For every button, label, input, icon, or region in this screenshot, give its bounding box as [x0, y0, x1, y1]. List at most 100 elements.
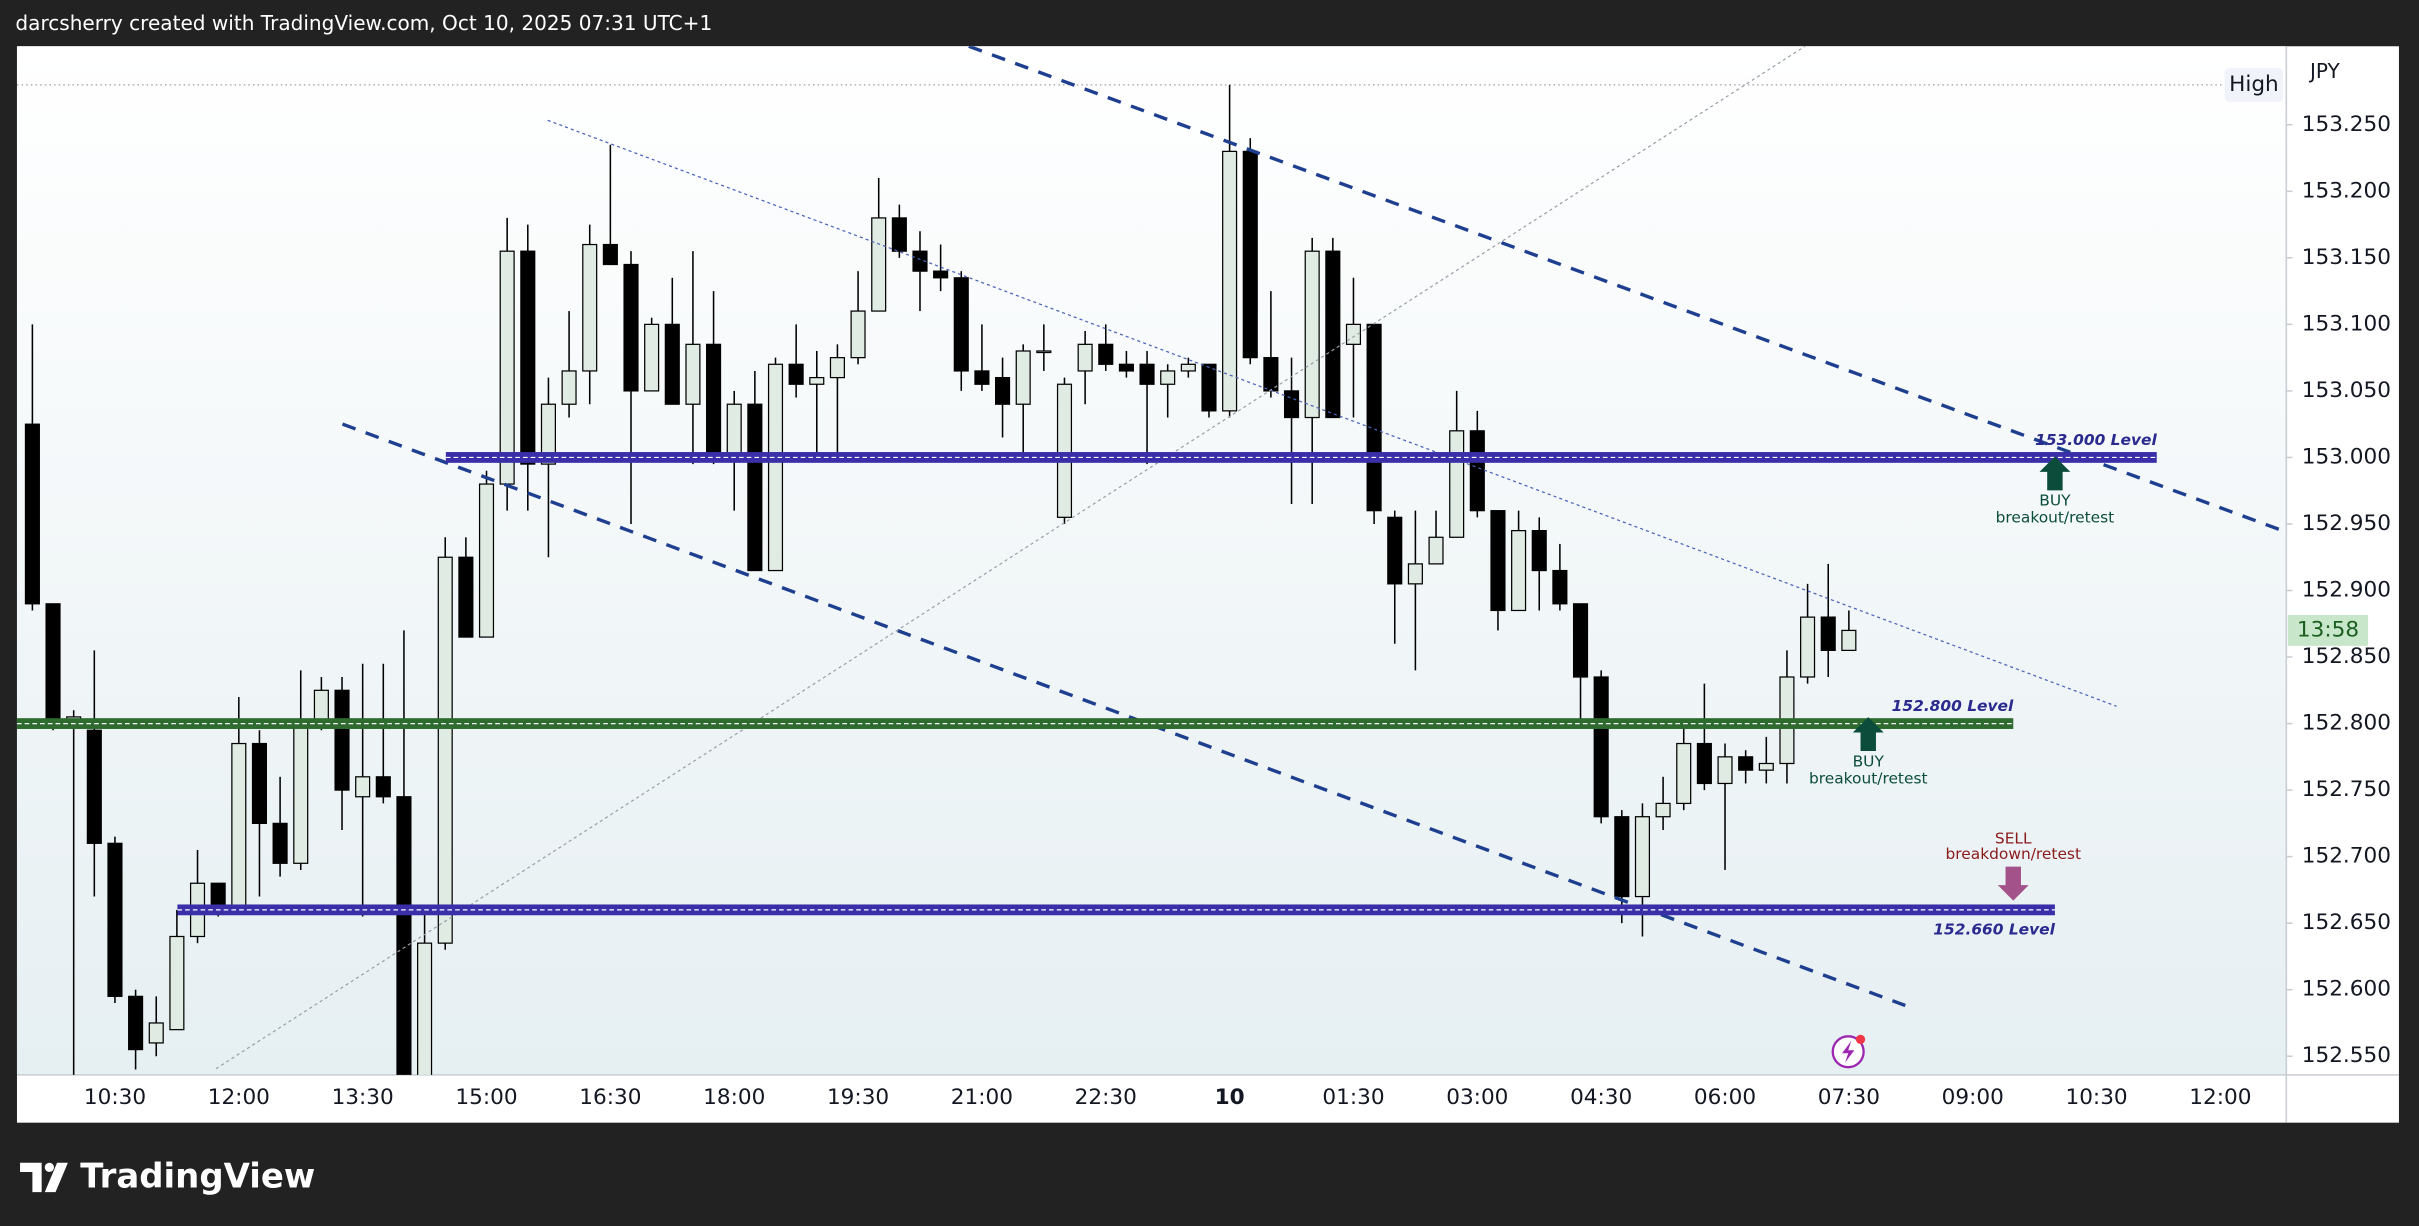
candle-body [1696, 742, 1712, 785]
annotation-title: BUY [1853, 752, 1885, 770]
candle-body [1180, 363, 1196, 372]
candle-body [334, 689, 350, 791]
x-tick-label: 15:00 [455, 1085, 517, 1110]
candle-body [86, 729, 102, 844]
annotation-text: breakdown/retest [1946, 845, 2081, 863]
candle-body [417, 942, 433, 1075]
logo: TradingView [20, 1158, 315, 1197]
annotation-title: SELL [1995, 829, 2032, 847]
level-band [445, 452, 2157, 463]
y-tick-label: 152.850 [2302, 644, 2391, 669]
candle-body [540, 403, 556, 465]
y-tick-label: 153.250 [2302, 112, 2391, 137]
currency: JPY [2308, 59, 2341, 83]
candle-body [1304, 250, 1320, 419]
candle-body [1614, 816, 1630, 898]
candle-body [953, 277, 969, 372]
candle-body [458, 556, 474, 638]
candle-body [1820, 616, 1836, 652]
candle-body [1552, 569, 1568, 605]
candle-body [912, 250, 928, 272]
candle-body [1676, 742, 1692, 805]
candle-body [664, 323, 680, 405]
x-tick-label: 10:30 [84, 1085, 146, 1110]
candle-body [499, 250, 515, 485]
candle-body [1036, 350, 1052, 354]
x-tick-label: 10:30 [2065, 1085, 2127, 1110]
level-label: 152.800 Level [1892, 697, 2014, 715]
candle-body [1469, 430, 1485, 512]
candle-body [1325, 250, 1341, 419]
x-tick-label: 06:00 [1694, 1085, 1756, 1110]
y-tick-label: 152.700 [2302, 844, 2391, 869]
y-tick-label: 153.050 [2302, 378, 2391, 403]
candle-body [148, 1022, 164, 1044]
trendline-dotted [215, 46, 1806, 1070]
x-tick-label: 19:30 [827, 1085, 889, 1110]
candle-body [871, 217, 887, 312]
candle-body [1531, 530, 1547, 572]
candle-body [128, 995, 144, 1051]
countdown-box [2287, 615, 2369, 646]
candle-body [644, 323, 660, 392]
plot-area [16, 46, 2287, 1075]
logo-mark [20, 1162, 42, 1193]
level-label: 153.000 Level [2035, 431, 2157, 449]
candle-body [1800, 616, 1816, 678]
candle-body [1593, 676, 1609, 818]
candle-body [974, 370, 990, 385]
candle-body [107, 842, 123, 997]
candle-body [1098, 343, 1114, 365]
axes: 152.550 152.600 152.650 152.700 152.750 152.8… [84, 67, 2391, 1110]
candle-body [767, 363, 784, 572]
x-tick-label: 22:30 [1075, 1085, 1137, 1110]
candle-body [293, 722, 309, 864]
y-tick-label: 152.750 [2302, 777, 2391, 802]
alert-dot [1855, 1034, 1866, 1045]
level-label: 152.660 Level [1933, 920, 2055, 938]
channel-upper [968, 46, 2287, 534]
candle-body [375, 776, 391, 798]
currency-box [2295, 52, 2355, 90]
annotations: BUY breakout/retest BUY breakout/retest … [1809, 456, 2115, 1069]
levels: 153.000 Level 152.800 Level 152.660 Level [16, 431, 2157, 938]
candle-body [1283, 390, 1300, 419]
candle-body [1366, 323, 1382, 512]
candle-body [582, 243, 598, 372]
candle-body [231, 742, 247, 911]
candle-body [520, 250, 536, 465]
level-band [177, 904, 2055, 916]
y-tick-label: 152.800 [2302, 711, 2391, 736]
candle-body [1242, 150, 1258, 359]
annotation-title: BUY [2039, 492, 2071, 510]
x-tick-label: 04:30 [1570, 1085, 1632, 1110]
annotation-text: breakout/retest [1996, 509, 2115, 527]
candle-body [788, 363, 804, 385]
candle-body [169, 935, 185, 1031]
high-label-box [2224, 67, 2284, 102]
candle-body [1387, 516, 1403, 585]
candle-body [685, 343, 701, 405]
candle-body [1407, 563, 1423, 585]
candle-body [1428, 536, 1444, 565]
y-tick-label: 153.150 [2302, 245, 2391, 270]
logo-mark [44, 1162, 68, 1193]
candle-body [1056, 383, 1073, 518]
trendline-dotted [547, 119, 2117, 707]
candle-body [437, 556, 453, 944]
arrow-down [1997, 866, 2029, 901]
y-tick-label: 153.000 [2302, 444, 2391, 469]
y-tick-label: 153.200 [2302, 178, 2391, 203]
high-label: High [2229, 72, 2279, 97]
candle-body [1222, 150, 1238, 412]
alert-bolt [1842, 1040, 1855, 1063]
candle-body [478, 483, 495, 638]
candle-body [829, 357, 845, 379]
candle-body [561, 370, 577, 405]
y-tick-label: 152.900 [2302, 578, 2391, 603]
candle-body [809, 376, 825, 385]
candle-body [726, 403, 742, 459]
annotation-text: breakout/retest [1809, 769, 1928, 787]
y-tick-label: 152.600 [2302, 977, 2391, 1002]
